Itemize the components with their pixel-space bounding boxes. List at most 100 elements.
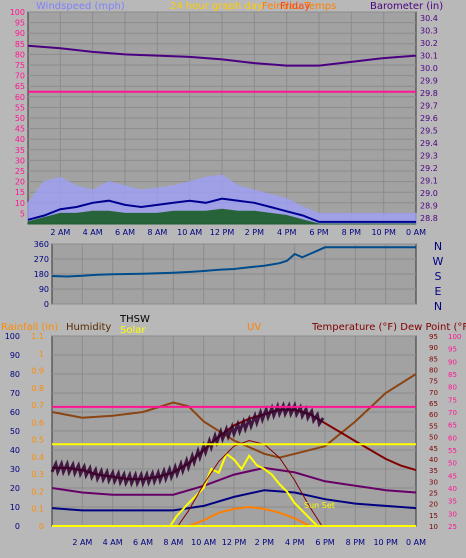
time-tick-label: 6 PM xyxy=(309,228,328,237)
wind-direction-axis-ticks: 0 90 180 270 360 xyxy=(34,240,49,309)
time-tick-label: 4 PM xyxy=(277,228,296,237)
temperature-tick-label: 60 xyxy=(429,411,438,419)
rainfall-tick-label: 0.4 xyxy=(31,453,44,462)
windspeed-tick-label: 25 xyxy=(15,167,25,176)
time-tick-label: 2 PM xyxy=(255,538,274,547)
temperature-tick-label: 10 xyxy=(429,523,438,531)
windspeed-tick-label: 45 xyxy=(15,125,25,134)
series-barometer xyxy=(27,44,417,67)
dew-point-tick-label: 60 xyxy=(448,434,457,442)
windspeed-tick-label: 30 xyxy=(15,156,25,165)
humidity-tick-label: 10 xyxy=(10,503,20,512)
dew-point-tick-label: 30 xyxy=(448,510,457,518)
windspeed-tick-label: 50 xyxy=(15,114,25,123)
barometer-tick-label: 29.6 xyxy=(420,114,438,123)
humidity-tick-label: 30 xyxy=(10,465,20,474)
time-tick-label: 2 AM xyxy=(50,228,70,237)
dew-point-tick-label: 90 xyxy=(448,358,457,366)
barometer-tick-label: 29.1 xyxy=(420,176,438,185)
windspeed-tick-label: 65 xyxy=(15,82,25,91)
dew-point-tick-label: 70 xyxy=(448,409,457,417)
overlay-title-2: Friday xyxy=(280,1,310,12)
time-tick-label: 10 PM xyxy=(371,228,396,237)
chart-title: 24 hour graph day xyxy=(170,1,263,12)
humidity-tick-label: 0 xyxy=(15,522,20,531)
barometer-tick-label: 30.1 xyxy=(420,52,438,61)
rainfall-tick-label: 0 xyxy=(39,522,44,531)
direction-tick-label: 360 xyxy=(34,240,49,249)
windspeed-tick-label: 35 xyxy=(15,146,25,155)
dew-point-tick-label: 75 xyxy=(448,396,457,404)
time-tick-label: 8 AM xyxy=(147,228,167,237)
humidity-tick-label: 40 xyxy=(10,446,20,455)
barometer-tick-label: 29.5 xyxy=(420,126,438,135)
dew-point-tick-label: 100 xyxy=(448,333,461,341)
series-heat-index xyxy=(51,466,417,496)
rainfall-tick-label: 0.9 xyxy=(31,367,44,376)
windspeed-tick-label: 80 xyxy=(15,50,25,59)
temperature-grid xyxy=(52,335,416,527)
rainfall-tick-label: 0.8 xyxy=(31,384,44,393)
direction-tick-label: 90 xyxy=(39,285,49,294)
time-tick-label: 10 AM xyxy=(191,538,216,547)
compass-letter-s: S xyxy=(435,270,442,283)
dew-point-tick-label: 40 xyxy=(448,485,457,493)
time-tick-label: 4 PM xyxy=(285,538,304,547)
humidity-tick-label: 80 xyxy=(10,370,20,379)
rainfall-tick-label: 0.1 xyxy=(31,505,44,514)
rainfall-tick-label: 0.3 xyxy=(31,470,44,479)
series-solar xyxy=(169,452,319,527)
time-tick-label: 2 AM xyxy=(72,538,92,547)
temperature-tick-label: 85 xyxy=(429,355,438,363)
rainfall-tick-label: 0.5 xyxy=(31,436,44,445)
time-tick-label: 0 AM xyxy=(406,538,426,547)
temperature-tick-label: 50 xyxy=(429,434,438,442)
compass-letter-n: N xyxy=(434,240,442,253)
windspeed-tick-label: 85 xyxy=(15,40,25,49)
humidity-label: Humidity xyxy=(66,322,111,333)
dew-point-tick-label: 50 xyxy=(448,460,457,468)
temperature-axes-ticks: 0 10 20 30 40 50 60 70 80 90 100 0 0.1 0.2 0.3 0.4 0.5 0.… xyxy=(5,332,462,531)
time-tick-label: 6 AM xyxy=(133,538,153,547)
uv-label: UV xyxy=(247,322,261,333)
temperature-tick-label: 20 xyxy=(429,501,438,509)
time-tick-label: 0 AM xyxy=(406,228,426,237)
time-tick-label: 12 PM xyxy=(222,538,247,547)
windspeed-tick-label: 10 xyxy=(15,199,25,208)
windspeed-tick-label: 100 xyxy=(10,8,25,17)
temperature-tick-label: 35 xyxy=(429,467,438,475)
series-wind-average xyxy=(27,197,416,223)
direction-tick-label: 180 xyxy=(34,270,49,279)
barometer-tick-label: 29.8 xyxy=(420,89,438,98)
humidity-tick-label: 100 xyxy=(5,332,20,341)
temperature-tick-label: 30 xyxy=(429,478,438,486)
temperature-series xyxy=(50,373,417,527)
temperature-tick-label: 15 xyxy=(429,512,438,520)
time-tick-label: 10 AM xyxy=(177,228,202,237)
temperature-tick-label: 95 xyxy=(429,333,438,341)
windspeed-axis-label: Windspeed (mph) xyxy=(36,1,125,12)
overlay-title-1: Feindau Temps xyxy=(262,1,336,12)
windspeed-tick-label: 60 xyxy=(15,93,25,102)
barometer-tick-label: 30.2 xyxy=(420,39,438,48)
barometer-tick-label: 29.9 xyxy=(420,77,438,86)
time-tick-label: 12 PM xyxy=(210,228,235,237)
windspeed-tick-label: 90 xyxy=(15,29,25,38)
windspeed-tick-label: 55 xyxy=(15,103,25,112)
rainfall-tick-label: 1 xyxy=(39,349,44,358)
humidity-tick-label: 90 xyxy=(10,351,20,360)
time-tick-label: 4 AM xyxy=(103,538,123,547)
dew-point-tick-label: 85 xyxy=(448,371,457,379)
barometer-tick-label: 29.7 xyxy=(420,102,438,111)
series-wind-direction xyxy=(51,246,416,278)
wind-direction-series xyxy=(51,246,416,278)
wind-time-axis-ticks: 2 AM 4 AM 6 AM 8 AM 10 AM 12 PM 2 PM 4 PM 6 PM 8 … xyxy=(50,228,426,237)
barometer-tick-label: 29.0 xyxy=(420,189,438,198)
barometer-tick-label: 30.4 xyxy=(420,14,438,23)
time-tick-label: 8 PM xyxy=(342,228,361,237)
compass-letter-n: N xyxy=(434,300,442,313)
windspeed-tick-label: 95 xyxy=(15,19,25,28)
